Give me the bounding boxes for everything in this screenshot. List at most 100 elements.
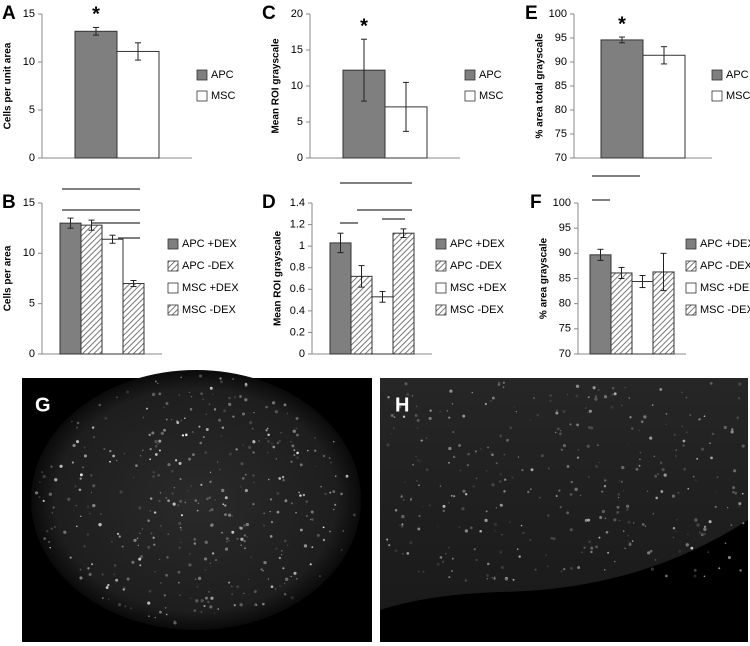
y-tick-label: 0.4 [290, 305, 305, 317]
bar [642, 54, 686, 159]
legend-swatch [435, 282, 447, 294]
error-bar [358, 265, 365, 288]
micrograph: H [380, 378, 748, 642]
annotation: * [92, 4, 100, 26]
legend-label: MSC +DEX [182, 282, 239, 294]
error-bar [130, 280, 137, 288]
micrograph: G [22, 370, 372, 642]
y-tick-label: 0.2 [290, 326, 305, 338]
error-bar [88, 219, 95, 231]
panel-label: B [2, 192, 16, 213]
y-tick-label: 0.6 [290, 283, 305, 295]
error-bar [67, 217, 74, 229]
legend-label: MSC [479, 90, 504, 102]
y-tick-label: 5 [297, 116, 303, 128]
legend-label: APC +DEX [450, 238, 505, 250]
error-bar [661, 46, 667, 65]
legend-label: MSC +DEX [700, 282, 750, 294]
y-tick-label: 70 [555, 152, 567, 164]
bar [610, 272, 633, 355]
y-tick-label: 85 [555, 80, 567, 92]
error-bar [135, 42, 141, 61]
legend-label: MSC [726, 90, 750, 102]
legend-swatch [167, 260, 179, 272]
bar [600, 39, 644, 159]
legend-swatch [685, 260, 697, 272]
legend-swatch [167, 304, 179, 316]
error-bar [660, 252, 667, 292]
y-tick-label: 5 [29, 298, 35, 310]
bar [371, 296, 394, 355]
y-tick-label: 5 [29, 104, 35, 116]
y-tick-label: 75 [559, 323, 571, 335]
legend-label: APC -DEX [182, 260, 235, 272]
y-tick-label: 70 [559, 348, 571, 360]
legend-label: APC [726, 69, 749, 81]
y-tick-label: 10 [291, 80, 303, 92]
legend-swatch [167, 282, 179, 294]
y-tick-label: 85 [559, 272, 571, 284]
panel-label: D [262, 192, 276, 213]
y-tick-label: 1.2 [290, 218, 305, 230]
legend-swatch [435, 238, 447, 250]
error-bar [379, 290, 386, 303]
panel-label: C [262, 3, 276, 24]
legend-swatch [464, 90, 476, 102]
y-tick-label: 15 [23, 8, 35, 20]
y-axis-label: Cells per unit area [3, 42, 14, 129]
y-tick-label: 0 [29, 348, 35, 360]
annotation: * [618, 13, 626, 35]
y-axis-label: Mean ROI grayscale [273, 231, 284, 326]
annotation: * [360, 15, 368, 37]
y-tick-label: 90 [559, 247, 571, 259]
bar [589, 254, 612, 355]
image-label: H [395, 394, 409, 416]
error-bar [639, 274, 646, 289]
bar [74, 30, 118, 159]
y-tick-label: 1 [299, 240, 305, 252]
y-tick-label: 0 [297, 152, 303, 164]
bar [631, 281, 654, 355]
legend-label: APC +DEX [700, 238, 750, 250]
legend-label: APC [479, 69, 502, 81]
legend-label: APC -DEX [700, 260, 750, 272]
legend-swatch [685, 304, 697, 316]
legend-swatch [685, 282, 697, 294]
legend-label: APC [211, 69, 234, 81]
error-bar [337, 232, 344, 254]
y-tick-label: 10 [23, 56, 35, 68]
error-bar [619, 36, 625, 44]
error-bar [597, 248, 604, 261]
significance-lines [62, 175, 640, 239]
y-tick-label: 90 [555, 56, 567, 68]
legend-swatch [167, 238, 179, 250]
legend-label: MSC -DEX [700, 304, 750, 316]
error-bar [400, 228, 407, 239]
bar [392, 232, 415, 355]
y-tick-label: 75 [555, 128, 567, 140]
y-tick-label: 0 [29, 152, 35, 164]
error-bar [618, 266, 625, 279]
legend-swatch [464, 69, 476, 81]
y-tick-label: 100 [549, 8, 567, 20]
y-tick-label: 80 [555, 104, 567, 116]
bar [116, 50, 160, 159]
y-axis-label: Mean ROI grayscale [271, 38, 282, 133]
legend-swatch [196, 90, 208, 102]
legend-swatch [196, 69, 208, 81]
y-tick-label: 15 [23, 197, 35, 209]
legend-swatch [685, 238, 697, 250]
error-bar [93, 26, 99, 36]
y-tick-label: 95 [555, 32, 567, 44]
y-tick-label: 20 [291, 8, 303, 20]
panel-label: A [2, 3, 16, 24]
image-label: G [35, 394, 51, 416]
y-tick-label: 80 [559, 298, 571, 310]
legend-swatch [711, 90, 723, 102]
y-axis-label: Cells per area [3, 245, 14, 311]
error-bar [109, 234, 116, 244]
y-tick-label: 0.8 [290, 262, 305, 274]
legend-label: MSC -DEX [182, 304, 236, 316]
panel-label: E [525, 3, 538, 24]
bar [80, 224, 103, 355]
